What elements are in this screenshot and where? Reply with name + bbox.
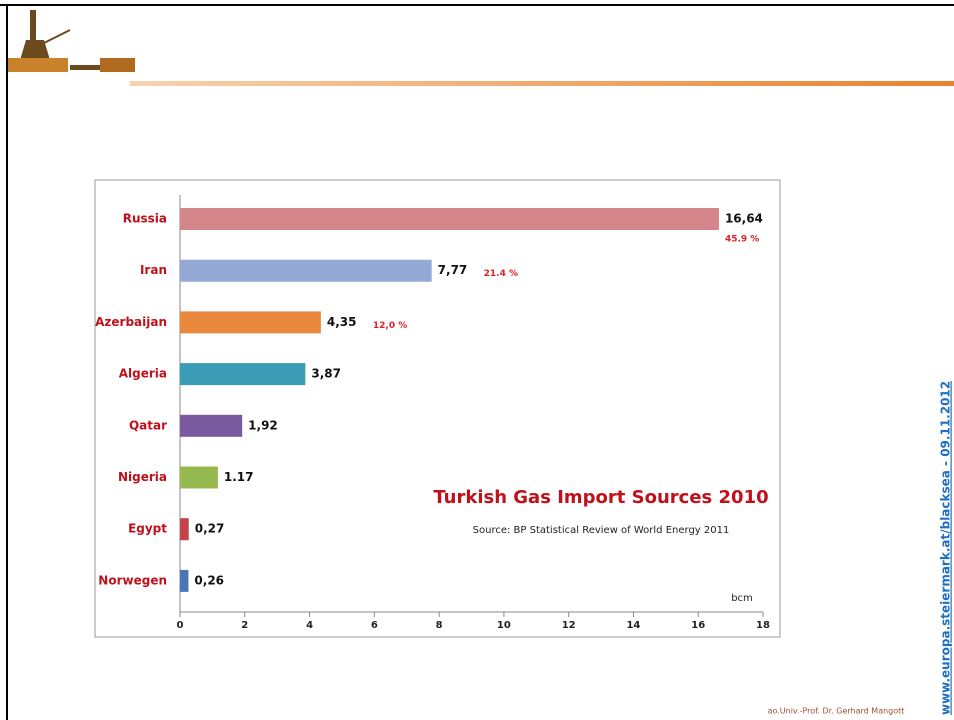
value-label: 7,77 bbox=[438, 263, 468, 277]
bar bbox=[180, 363, 306, 386]
x-tick-label: 6 bbox=[371, 620, 378, 631]
x-tick-label: 0 bbox=[177, 620, 184, 631]
value-label: 0,27 bbox=[195, 522, 225, 536]
y-tick-label: Nigeria bbox=[118, 470, 167, 484]
bar bbox=[180, 311, 321, 334]
value-label: 1,92 bbox=[248, 418, 278, 432]
share-label: 21.4 % bbox=[484, 269, 518, 279]
y-tick-label: Qatar bbox=[129, 418, 167, 432]
bar bbox=[180, 569, 189, 592]
x-tick-label: 16 bbox=[691, 620, 705, 631]
y-tick-label: Norwegen bbox=[98, 573, 167, 587]
chart-title: Turkish Gas Import Sources 2010 bbox=[433, 487, 768, 508]
y-tick-label: Russia bbox=[123, 212, 167, 226]
x-tick-label: 8 bbox=[436, 620, 443, 631]
value-label: 0,26 bbox=[194, 573, 224, 587]
chart-frame bbox=[94, 179, 781, 638]
bar bbox=[180, 259, 432, 282]
value-label: 16,64 bbox=[725, 212, 763, 226]
x-tick-label: 12 bbox=[562, 620, 576, 631]
y-tick-label: Iran bbox=[140, 263, 167, 277]
y-tick-label: Algeria bbox=[119, 367, 167, 381]
x-tick-label: 18 bbox=[756, 620, 770, 631]
share-label: 12,0 % bbox=[373, 321, 407, 331]
oil-rig-icon bbox=[8, 10, 135, 72]
bar bbox=[180, 466, 218, 489]
bar bbox=[180, 208, 719, 230]
bar bbox=[180, 414, 243, 437]
x-tick-label: 14 bbox=[626, 620, 640, 631]
x-tick-label: 4 bbox=[306, 620, 313, 631]
x-tick-label: 10 bbox=[497, 620, 511, 631]
axis-unit: bcm bbox=[731, 593, 753, 604]
header-rule bbox=[130, 81, 954, 86]
value-label: 1.17 bbox=[224, 470, 254, 484]
footer: ao.Univ.-Prof. Dr. Gerhard Mangott bbox=[768, 707, 905, 716]
bar bbox=[180, 518, 189, 541]
chart-subtitle: Source: BP Statistical Review of World E… bbox=[473, 525, 730, 536]
x-tick-label: 2 bbox=[241, 620, 248, 631]
value-label: 4,35 bbox=[327, 315, 357, 329]
share-label: 45.9 % bbox=[725, 235, 759, 245]
value-label: 3,87 bbox=[311, 367, 341, 381]
side-link[interactable]: www.europa.steiermark.at/blacksea - 09.1… bbox=[939, 381, 953, 715]
y-tick-label: Azerbaijan bbox=[95, 315, 167, 329]
y-tick-label: Egypt bbox=[128, 522, 167, 536]
